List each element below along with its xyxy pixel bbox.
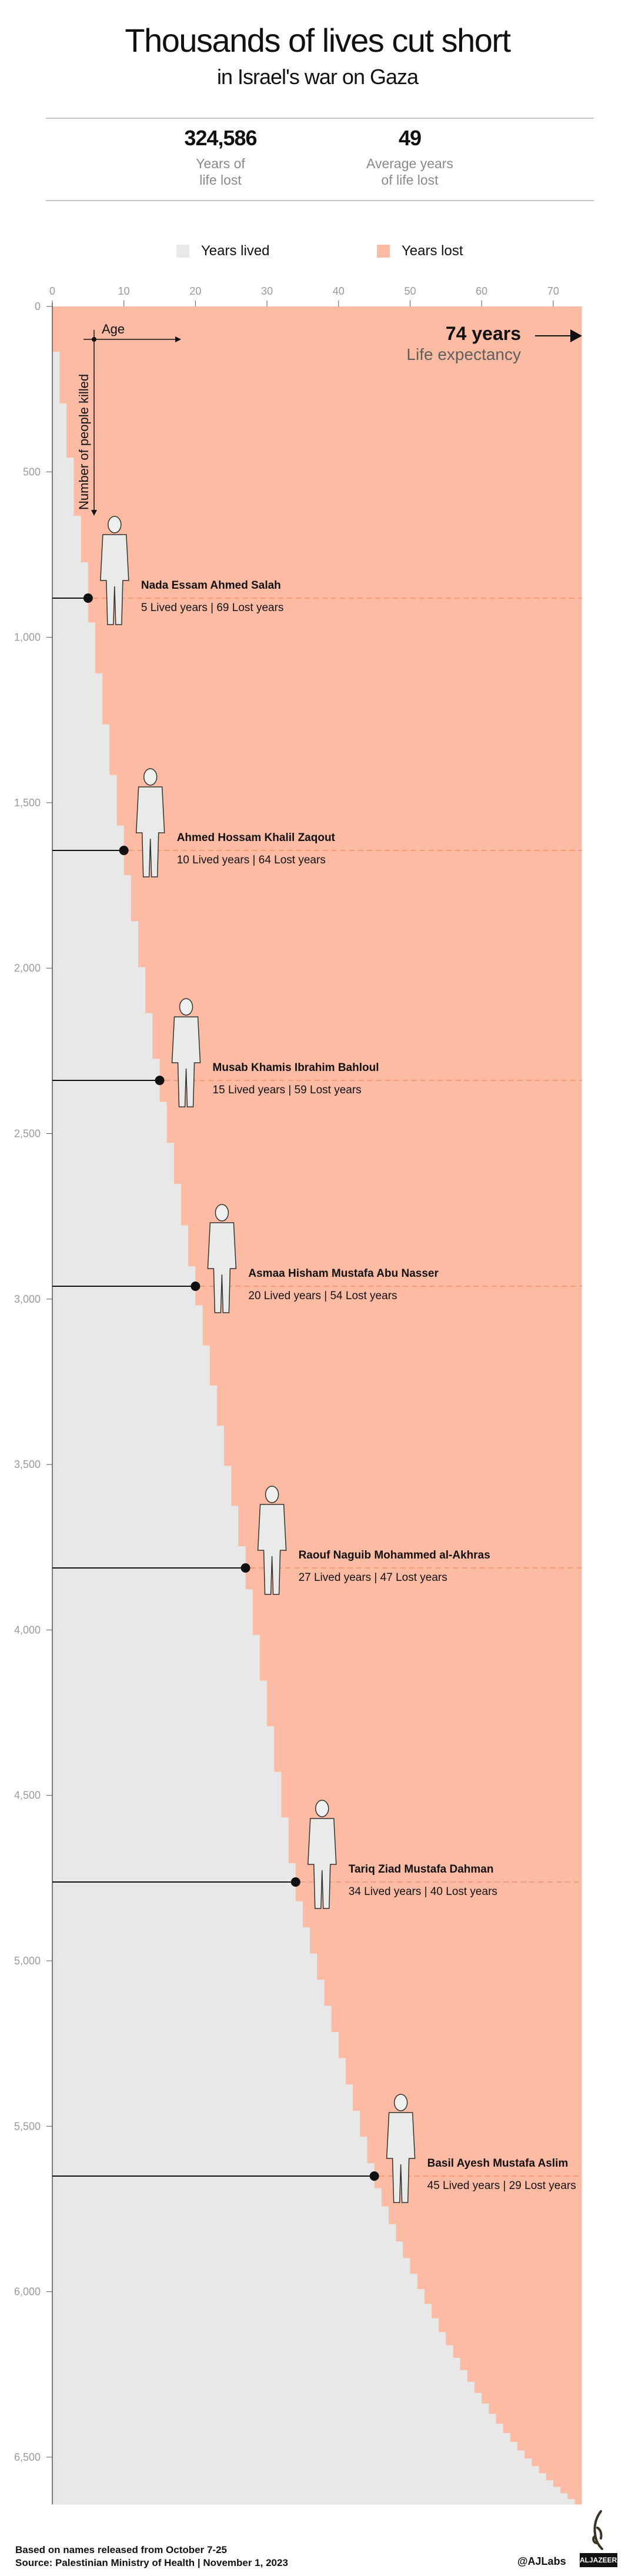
legend-years-lived: Years lived [176,242,270,260]
x-tick-label: 20 [189,285,201,297]
person-illustration-head [143,768,158,786]
stat-years-lost: 324,586 Years of life lost [144,126,297,188]
annotation-name: Raouf Naguib Mohammed al-Akhras [298,1549,490,1561]
annotation-detail: 34 Lived years | 40 Lost years [348,1886,497,1898]
person-illustration-head [315,1800,329,1817]
person-illustration [257,1504,287,1595]
x-tick-label: 0 [49,285,55,297]
stat-label: Average years of life lost [366,156,453,188]
divider-bottom [46,200,594,201]
aljazeera-calligraphy-logo [592,2510,603,2550]
person-illustration [171,1016,201,1107]
aljazeera-logo: ALJAZEERA [580,2553,622,2567]
legend-swatch-lived [176,245,189,258]
y-tick-label: 6,500 [14,2451,41,2463]
ajlabs-handle: @AJLabs [517,2555,566,2567]
person-illustration-head [265,1486,279,1503]
annotation-detail: 27 Lived years | 47 Lost years [298,1571,447,1584]
age-guide-label: Age [102,322,125,336]
annotation-detail: 45 Lived years | 29 Lost years [427,2180,576,2192]
arrow-right-icon [175,336,181,342]
stat-value: 49 [398,126,422,150]
person-illustration [386,2112,416,2203]
annotation-name: Asmaa Hisham Mustafa Abu Nasser [248,1267,439,1280]
legend-years-lost: Years lost [377,242,463,260]
annotation-name: Nada Essam Ahmed Salah [141,579,281,592]
x-tick-label: 50 [404,285,416,297]
arrow-right-icon [570,329,582,342]
person-illustration-head [393,2094,408,2111]
y-tick-label: 5,000 [14,1955,41,1967]
divider-top [46,118,594,119]
person-illustration-head [215,1204,229,1222]
x-tick-label: 40 [333,285,345,297]
stat-label: Years of life lost [196,156,245,188]
arrow-down-icon [91,510,97,516]
guide-origin-dot [92,337,96,342]
x-tick-label: 30 [261,285,273,297]
footer-note: Based on names released from October 7-2… [15,2544,227,2555]
annotation-dot [369,2171,379,2181]
annotation-dot [119,846,129,855]
x-tick-label: 10 [118,285,130,297]
y-tick-label: 6,000 [14,2286,41,2298]
y-tick-label: 2,000 [14,962,41,974]
annotation-detail: 20 Lived years | 54 Lost years [248,1290,397,1302]
annotation-name: Musab Khamis Ibrahim Bahloul [212,1062,379,1074]
annotation-dot [290,1877,300,1887]
annotation-name: Ahmed Hossam Khalil Zaqout [176,832,335,844]
y-tick-label: 5,500 [14,2120,41,2132]
annotation-name: Basil Ayesh Mustafa Aslim [427,2157,569,2170]
stat-average-years-lost: 49 Average years of life lost [333,126,486,188]
annotation-dot [240,1563,250,1573]
annotation-detail: 15 Lived years | 59 Lost years [212,1084,362,1096]
legend-swatch-lost [377,245,390,258]
person-illustration [307,1818,337,1909]
y-tick-label: 4,500 [14,1790,41,1801]
y-tick-label: 3,000 [14,1293,41,1305]
stat-value: 324,586 [184,126,257,150]
person-illustration-head [108,516,122,533]
y-tick-label: 4,000 [14,1624,41,1636]
life-expectancy-label: Life expectancy [406,345,521,363]
y-tick-label: 1,500 [14,797,41,809]
annotation-detail: 10 Lived years | 64 Lost years [176,854,326,866]
y-tick-label: 3,500 [14,1459,41,1470]
page-title: Thousands of lives cut short [125,22,511,59]
legend-label: Years lived [201,243,270,259]
y-tick-label: 1,000 [14,632,41,643]
x-tick-label: 60 [476,285,487,297]
y-tick-label: 500 [23,466,41,478]
x-tick-label: 70 [547,285,559,297]
person-illustration [135,786,165,877]
page-subtitle: in Israel's war on Gaza [216,65,419,89]
annotation-dot [190,1282,200,1291]
person-illustration [207,1222,237,1313]
annotation-name: Tariq Ziad Mustafa Dahman [348,1863,494,1876]
count-guide-label: Number of people killed [76,374,91,510]
person-illustration-head [179,998,193,1016]
footer-source: Source: Palestinian Ministry of Health |… [15,2557,288,2568]
annotation-dot [155,1076,165,1085]
life-expectancy-value: 74 years [446,323,521,344]
y-tick-label: 0 [35,301,41,312]
years-lived-area [52,306,582,2505]
person-illustration [100,534,129,625]
legend-label: Years lost [402,243,463,259]
y-tick-label: 2,500 [14,1128,41,1140]
annotation-dot [83,593,93,603]
annotation-detail: 5 Lived years | 69 Lost years [141,602,284,614]
